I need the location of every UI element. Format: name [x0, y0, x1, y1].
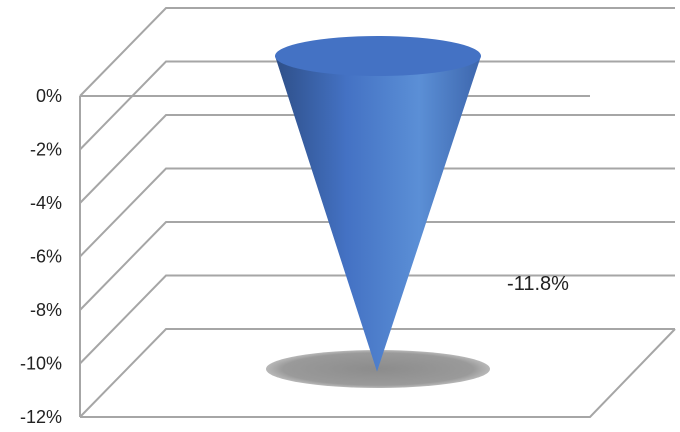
- data-label: -11.8%: [507, 273, 569, 295]
- gridline: [79, 274, 675, 365]
- y-tick-label: 0%: [36, 86, 62, 106]
- y-tick-label: -12%: [20, 407, 62, 427]
- gridline: [79, 167, 675, 258]
- gridline: [79, 60, 675, 151]
- gridline: [79, 328, 675, 418]
- y-axis-tick-labels: 0% -2% -4% -6% -8% -10% -12%: [20, 86, 62, 427]
- data-labels: -11.8%: [507, 273, 569, 295]
- cone-shadow: [266, 350, 490, 388]
- gridline: [79, 221, 675, 311]
- bars: [275, 36, 481, 372]
- cone-bar-top: [275, 36, 481, 76]
- gridline: [79, 7, 675, 97]
- y-tick-label: -4%: [30, 193, 62, 213]
- floor-edge: [80, 328, 676, 418]
- y-tick-label: -10%: [20, 354, 62, 374]
- y-tick-label: -2%: [30, 140, 62, 160]
- shadow-layer: [266, 350, 490, 388]
- cone-bar-body: [275, 56, 481, 372]
- gridline: [79, 114, 675, 204]
- y-tick-label: -8%: [30, 300, 62, 320]
- y-tick-label: -6%: [30, 247, 62, 267]
